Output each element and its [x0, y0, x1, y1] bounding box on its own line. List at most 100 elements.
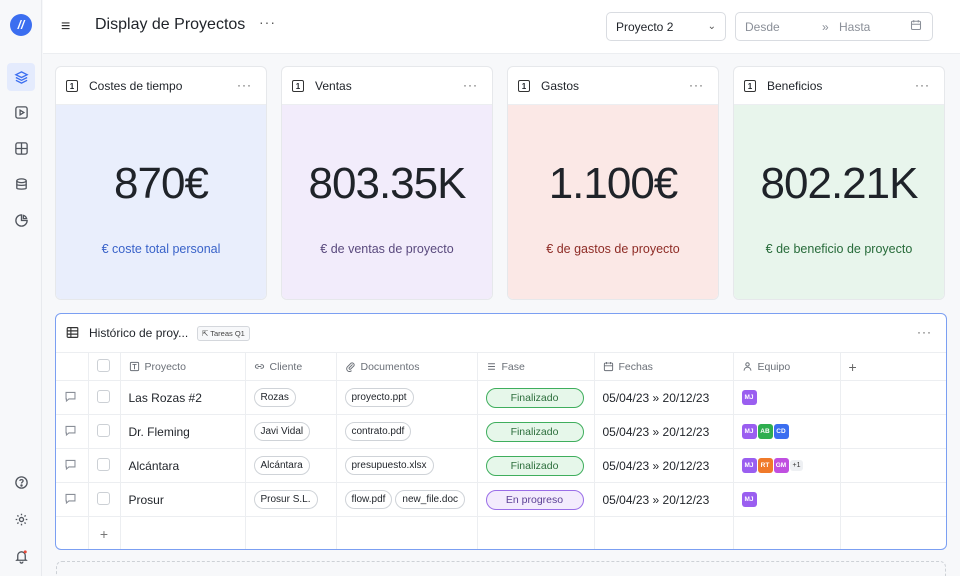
card-ventas[interactable]: 1 Ventas ··· 803.35K € de ventas de proy… — [281, 66, 493, 300]
avatar: MJ — [741, 424, 757, 440]
more-members-badge[interactable]: +1 — [789, 460, 804, 472]
card-beneficios[interactable]: 1 Beneficios ··· 802.21K € de beneficio … — [733, 66, 945, 300]
cell-fechas[interactable]: 05/04/23 » 20/12/23 — [594, 482, 734, 517]
cell-equipo[interactable]: MJ RT GM +1 — [733, 448, 841, 483]
card-subtitle: € de beneficio de proyecto — [765, 242, 913, 256]
layers-icon[interactable] — [7, 63, 35, 91]
comment-icon[interactable] — [64, 492, 77, 505]
calendar-icon[interactable] — [910, 19, 922, 34]
card-header: 1 Costes de tiempo ··· — [56, 67, 266, 105]
card-header: 1 Gastos ··· — [508, 67, 718, 105]
comment-icon[interactable] — [64, 458, 77, 471]
app-logo[interactable]: // — [10, 14, 32, 36]
settings-icon[interactable] — [11, 509, 31, 529]
cell-fechas[interactable]: 05/04/23 » 20/12/23 — [594, 448, 734, 483]
client-chip[interactable]: Alcántara — [253, 456, 310, 475]
card-gastos[interactable]: 1 Gastos ··· 1.100€ € de gastos de proye… — [507, 66, 719, 300]
title-more-button[interactable]: ··· — [259, 14, 276, 30]
project-select[interactable]: Proyecto 2 ⌄ — [606, 12, 726, 41]
table-icon — [66, 326, 79, 344]
layout-icon[interactable] — [11, 138, 31, 158]
table-row[interactable]: Alcántara Alcántara presupuesto.xlsx Fin… — [56, 448, 946, 483]
card-costes[interactable]: 1 Costes de tiempo ··· 870€ € coste tota… — [55, 66, 267, 300]
select-all-checkbox[interactable] — [96, 358, 110, 372]
document-chip[interactable]: new_file.doc — [395, 490, 466, 509]
table-row[interactable]: Dr. Fleming Javi Vidal contrato.pdf Fina… — [56, 414, 946, 449]
add-column-button[interactable]: + — [840, 352, 946, 381]
number-widget-icon: 1 — [744, 80, 756, 92]
table-row[interactable]: Prosur Prosur S.L. flow.pdf new_file.doc … — [56, 482, 946, 517]
database-icon[interactable] — [11, 174, 31, 194]
date-to-field[interactable]: Hasta — [839, 20, 871, 34]
document-chip[interactable]: contrato.pdf — [344, 422, 412, 441]
linked-view-tag[interactable]: ⇱ Tareas Q1 — [197, 326, 250, 341]
client-chip[interactable]: Prosur S.L. — [253, 490, 318, 509]
card-body: 803.35K € de ventas de proyecto — [282, 105, 492, 299]
cell-equipo[interactable]: MJ AB CD — [733, 414, 841, 449]
help-icon[interactable] — [11, 472, 31, 492]
column-header-fechas[interactable]: Fechas — [594, 352, 734, 381]
client-chip[interactable]: Rozas — [253, 388, 296, 407]
cell-fechas[interactable]: 05/04/23 » 20/12/23 — [594, 414, 734, 449]
row-checkbox[interactable] — [96, 389, 110, 403]
cell-proyecto[interactable]: Las Rozas #2 — [120, 380, 246, 415]
notifications-icon[interactable] — [11, 546, 31, 566]
cell-equipo[interactable]: MJ — [733, 482, 841, 517]
column-header-proyecto[interactable]: Proyecto — [120, 352, 246, 381]
cell-proyecto[interactable]: Prosur — [120, 482, 246, 517]
chart-pie-icon[interactable] — [11, 210, 31, 230]
cell-proyecto[interactable]: Dr. Fleming — [120, 414, 246, 449]
page-title: Display de Proyectos — [95, 16, 246, 33]
top-header: ≡ Display de Proyectos ··· Proyecto 2 ⌄ … — [43, 0, 960, 54]
phase-badge[interactable]: Finalizado — [485, 455, 584, 476]
sidebar: // — [0, 0, 42, 576]
card-body: 870€ € coste total personal — [56, 105, 266, 299]
document-chip[interactable]: flow.pdf — [344, 490, 393, 509]
document-chip[interactable]: proyecto.ppt — [344, 388, 414, 407]
card-header: 1 Beneficios ··· — [734, 67, 944, 105]
card-more-button[interactable]: ··· — [237, 78, 252, 92]
panel-header: Histórico de proy... ⇱ Tareas Q1 ··· — [56, 314, 946, 352]
row-checkbox[interactable] — [96, 457, 110, 471]
document-chip[interactable]: presupuesto.xlsx — [344, 456, 434, 475]
calendar-icon — [603, 362, 613, 372]
add-row-button[interactable]: + — [88, 516, 121, 549]
date-range-picker[interactable]: Desde » Hasta — [735, 12, 933, 41]
phase-badge[interactable]: Finalizado — [485, 421, 584, 442]
card-more-button[interactable]: ··· — [463, 78, 478, 92]
comment-icon[interactable] — [64, 424, 77, 437]
client-chip[interactable]: Javi Vidal — [253, 422, 311, 441]
row-checkbox[interactable] — [96, 423, 110, 437]
avatar: MJ — [741, 492, 757, 508]
table-row[interactable]: Las Rozas #2 Rozas proyecto.ppt Finaliza… — [56, 380, 946, 415]
add-widget-dropzone[interactable] — [56, 561, 946, 576]
cell-proyecto[interactable]: Alcántara — [120, 448, 246, 483]
cell-equipo[interactable]: MJ — [733, 380, 841, 415]
date-from-field[interactable]: Desde — [745, 20, 780, 34]
row-checkbox[interactable] — [96, 491, 110, 505]
card-value: 803.35K — [308, 159, 467, 208]
phase-badge[interactable]: En progreso — [485, 489, 584, 510]
card-more-button[interactable]: ··· — [689, 78, 704, 92]
play-icon[interactable] — [11, 102, 31, 122]
card-subtitle: € de ventas de proyecto — [320, 242, 454, 256]
list-icon — [487, 363, 495, 370]
column-header-equipo[interactable]: Equipo — [733, 352, 841, 381]
comment-icon[interactable] — [64, 390, 77, 403]
panel-more-button[interactable]: ··· — [917, 325, 932, 339]
menu-icon[interactable]: ≡ — [61, 18, 71, 35]
card-title: Ventas — [315, 79, 352, 93]
cell-fechas[interactable]: 05/04/23 » 20/12/23 — [594, 380, 734, 415]
number-widget-icon: 1 — [518, 80, 530, 92]
column-header-cliente[interactable]: Cliente — [245, 352, 337, 381]
card-more-button[interactable]: ··· — [915, 78, 930, 92]
column-header-documentos[interactable]: Documentos — [336, 352, 478, 381]
projects-table: Proyecto Cliente Documentos Fase Fechas … — [56, 352, 946, 549]
text-field-icon — [129, 361, 139, 372]
avatar: MJ — [741, 390, 757, 406]
column-header-fase[interactable]: Fase — [477, 352, 595, 381]
paperclip-icon — [345, 362, 355, 372]
avatar: AB — [757, 424, 773, 440]
phase-badge[interactable]: Finalizado — [485, 387, 584, 408]
card-title: Beneficios — [767, 79, 823, 93]
